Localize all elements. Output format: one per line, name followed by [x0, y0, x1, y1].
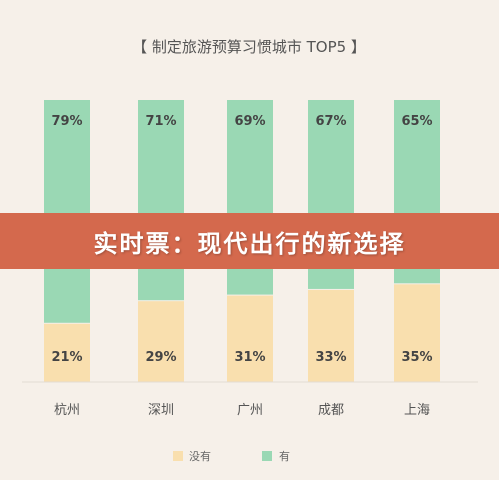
legend-swatch-no [173, 451, 183, 461]
x-tick-label-3: 成都 [318, 403, 344, 418]
bar-yes-0 [44, 100, 90, 323]
bar-label-yes-0: 79% [51, 114, 82, 129]
legend-label-no: 没有 [189, 449, 211, 463]
bar-label-no-0: 21% [51, 350, 82, 365]
title-banner: 实时票：现代出行的新选择 [0, 213, 499, 269]
bar-no-2 [227, 295, 273, 382]
legend-label-yes: 有 [279, 449, 290, 463]
bar-no-0 [44, 323, 90, 382]
banner-text: 实时票：现代出行的新选择 [93, 229, 406, 258]
x-tick-label-4: 上海 [404, 403, 430, 418]
x-tick-label-1: 深圳 [148, 403, 174, 418]
x-tick-label-0: 杭州 [54, 403, 80, 418]
bar-label-yes-3: 67% [315, 114, 346, 129]
bar-label-yes-4: 65% [401, 114, 432, 129]
bar-yes-1 [138, 100, 184, 301]
bar-label-yes-1: 71% [145, 114, 176, 129]
bar-no-4 [394, 284, 440, 382]
bar-label-no-2: 31% [234, 350, 265, 365]
x-tick-label-2: 广州 [237, 403, 263, 418]
bar-label-no-1: 29% [145, 350, 176, 365]
bar-label-no-3: 33% [315, 350, 346, 365]
bar-no-3 [308, 289, 354, 382]
bar-label-yes-2: 69% [234, 114, 265, 129]
legend-swatch-yes [262, 451, 272, 461]
chart-title: 【 制定旅游预算习惯城市 TOP5 】 [132, 38, 366, 56]
bar-no-1 [138, 301, 184, 382]
bar-label-no-4: 35% [401, 350, 432, 365]
